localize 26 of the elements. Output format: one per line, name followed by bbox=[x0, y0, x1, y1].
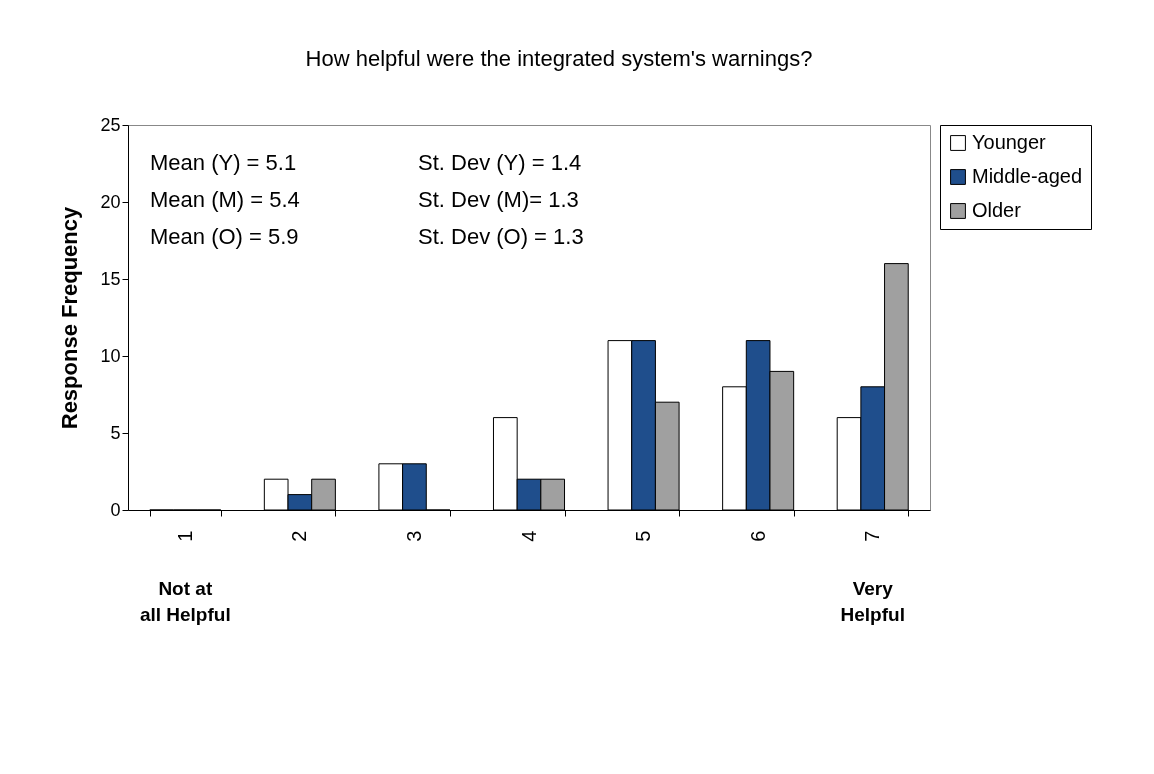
y-tick-label: 5 bbox=[110, 422, 121, 443]
y-tick-label: 20 bbox=[100, 191, 121, 212]
y-axis-title: Response Frequency bbox=[57, 205, 83, 430]
y-tick-label: 0 bbox=[110, 499, 121, 520]
x-tick-label: 3 bbox=[402, 530, 425, 542]
annotation: Mean (M) = 5.4 bbox=[150, 187, 300, 212]
x-tick-label: 6 bbox=[746, 530, 769, 542]
y-tick-label: 25 bbox=[100, 114, 121, 135]
annotation: Mean (O) = 5.9 bbox=[150, 224, 299, 249]
annotation: St. Dev (O) = 1.3 bbox=[418, 224, 584, 249]
x-tick-label: 7 bbox=[861, 530, 884, 542]
x-tick-label: 4 bbox=[517, 530, 540, 542]
chart-title: How helpful were the integrated system's warnings? bbox=[305, 46, 813, 71]
legend-label: Middle-aged bbox=[972, 165, 1083, 187]
y-tick-label: 10 bbox=[100, 345, 121, 366]
x-tick-label: 5 bbox=[632, 530, 655, 542]
legend-label: Younger bbox=[972, 131, 1047, 153]
legend-label: Older bbox=[972, 199, 1022, 221]
annotation: St. Dev (Y) = 1.4 bbox=[418, 150, 582, 175]
y-tick-label: 15 bbox=[100, 268, 121, 289]
text: Very Helpful bbox=[840, 578, 905, 625]
annotation: Mean (Y) = 5.1 bbox=[150, 150, 297, 175]
x-tick-label: 2 bbox=[288, 530, 311, 542]
annotation: St. Dev (M)= 1.3 bbox=[418, 187, 579, 212]
text: Not at all Helpful bbox=[139, 578, 231, 625]
x-tick-label: 1 bbox=[173, 530, 196, 542]
